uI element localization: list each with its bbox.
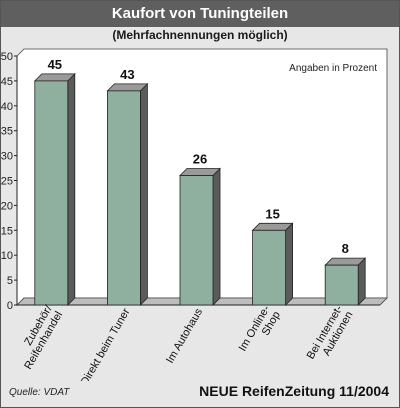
category-label: Direkt beim Tuner [79, 306, 133, 381]
category-label-line: Im Autohaus [164, 306, 205, 365]
bar [179, 175, 214, 306]
y-tick-label: 35 [1, 126, 13, 138]
chart-subtitle: (Mehrfachnennungen möglich) [112, 28, 288, 42]
bar-side [285, 222, 294, 306]
bar-value-label: 43 [120, 67, 134, 82]
bar-side [139, 82, 148, 306]
category-label: Im Online-Shop [237, 303, 283, 359]
bar [252, 229, 287, 306]
bar [34, 80, 69, 306]
bar-value-label: 45 [48, 57, 62, 72]
source-note: Quelle: VDAT [9, 387, 70, 398]
bar-value-label: 15 [265, 206, 279, 221]
chart-title: Kaufort von Tuningteilen [1, 1, 399, 27]
bar-value-label: 26 [193, 152, 207, 167]
y-tick-label: 5 [7, 275, 13, 287]
bar-side [67, 72, 76, 306]
category-label: Zubehör/Reifenhandel [12, 303, 66, 372]
bar [324, 264, 359, 306]
bar-value-label: 8 [342, 241, 349, 256]
y-tick-label: 10 [1, 250, 13, 262]
y-tick-label: 0 [7, 300, 13, 312]
category-label-line: Direkt beim Tuner [79, 306, 133, 381]
y-tick-label: 25 [1, 176, 13, 188]
y-tick-label: 30 [1, 151, 13, 163]
category-label: Bei Internet-Auktionen [305, 303, 356, 367]
bar-top [33, 73, 76, 82]
bar-side [357, 257, 366, 306]
bar-top [251, 222, 294, 231]
bar [107, 90, 141, 306]
publication-credit: NEUE ReifenZeitung 11/2004 [199, 383, 389, 399]
bar-top [179, 168, 221, 176]
bar-side [212, 167, 221, 306]
units-annotation: Angaben in Prozent [289, 63, 377, 74]
bar-chart: 0 5 10 15 20 25 30 35 40 45 50 Angaben in Prozent 45… [1, 48, 388, 381]
y-tick-label: 40 [1, 101, 13, 113]
bar-top [106, 83, 149, 92]
y-tick-label: 45 [1, 76, 13, 88]
bar-top [324, 257, 367, 266]
category-label: Im Autohaus [164, 306, 205, 365]
y-tick-label: 20 [1, 200, 13, 212]
y-tick-label: 50 [1, 51, 13, 63]
y-tick-label: 15 [1, 225, 13, 237]
